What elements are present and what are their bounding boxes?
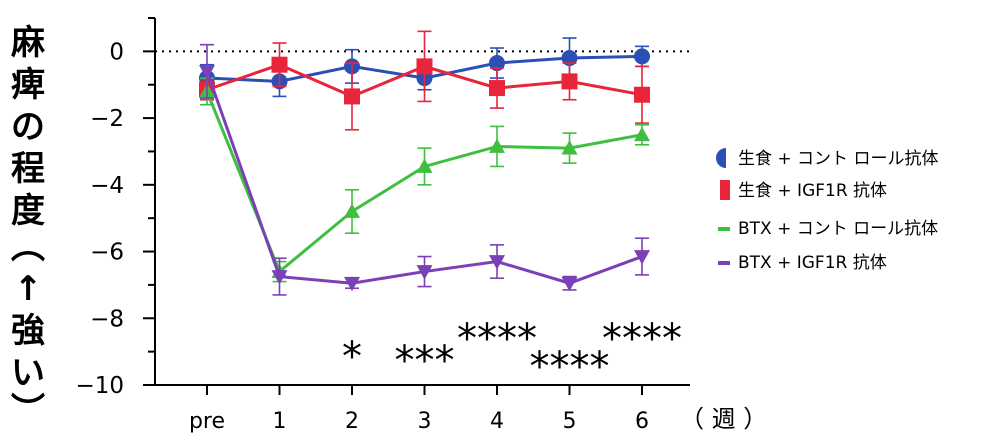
y-axis-label-char: ︵ <box>11 227 45 267</box>
series <box>199 77 650 283</box>
y-axis-label-char: 程 <box>11 149 45 189</box>
data-point-triangle-up <box>344 203 360 218</box>
y-axis-label-char: い <box>11 353 45 393</box>
x-unit-label: （ 週 ） <box>680 405 767 433</box>
y-tick-label: 0 <box>109 39 124 65</box>
data-point-circle <box>634 48 650 65</box>
y-axis-label-char: 痺 <box>11 65 45 105</box>
y-tick-label: −8 <box>90 306 124 332</box>
significance-marker: **** <box>602 316 682 362</box>
data-point-triangle-down <box>561 276 578 292</box>
legend-item: BTX + IGF1R 抗体 <box>718 253 887 273</box>
x-tick-label: pre <box>189 409 225 434</box>
y-axis-label-char: ︶ <box>11 391 45 431</box>
data-point-square <box>344 88 360 105</box>
data-point-circle <box>561 50 578 67</box>
data-point-circle <box>489 55 505 72</box>
data-point-triangle-up <box>634 126 650 142</box>
data-point-square <box>416 58 433 75</box>
data-point-triangle-down <box>344 276 360 292</box>
data-point-triangle-down <box>634 250 650 265</box>
data-point-square <box>489 80 505 97</box>
data-point-triangle-up <box>416 158 433 173</box>
series-group <box>199 30 650 296</box>
y-axis-label-char: 度 <box>11 191 45 231</box>
legend-label: 生食 + IGF1R 抗体 <box>738 181 887 201</box>
y-tick-label: −2 <box>90 106 124 132</box>
data-point-triangle-up <box>561 140 578 155</box>
series <box>199 30 650 131</box>
y-tick-label: −6 <box>90 240 124 266</box>
significance-group: * *** ************ <box>342 316 682 390</box>
y-axis-label-char: ↑ <box>14 269 43 309</box>
data-point-triangle-down <box>199 64 215 80</box>
legend-item: 生食 + IGF1R 抗体 <box>720 180 887 201</box>
legend-item: BTX + コント ロール抗体 <box>718 219 938 239</box>
x-tick-label: 5 <box>563 409 577 434</box>
y-axis-label-char: の <box>11 107 45 147</box>
legend-label: 生食 + コント ロール抗体 <box>738 149 938 169</box>
significance-marker: **** <box>457 316 537 362</box>
data-point-square <box>271 56 288 73</box>
legend-swatch <box>716 148 726 168</box>
y-tick-label: −4 <box>90 173 124 199</box>
x-tick-label: 4 <box>490 409 504 434</box>
y-axis-label-char: 麻 <box>11 23 45 63</box>
data-point-triangle-down <box>271 270 288 285</box>
legend-label: BTX + コント ロール抗体 <box>738 219 938 239</box>
significance-marker: *** <box>395 338 455 384</box>
series <box>199 43 650 296</box>
x-tick-label: 3 <box>418 409 432 434</box>
legend-label: BTX + IGF1R 抗体 <box>738 253 887 273</box>
y-tick-label: −10 <box>75 373 124 399</box>
x-tick-label: 1 <box>273 409 287 434</box>
data-point-triangle-down <box>489 255 505 270</box>
legend-swatch <box>720 180 730 200</box>
significance-marker: * <box>342 334 362 380</box>
data-point-square <box>561 73 578 90</box>
data-point-triangle-down <box>416 265 433 280</box>
data-point-triangle-up <box>489 138 505 153</box>
legend-item: 生食 + コント ロール抗体 <box>716 148 938 169</box>
x-tick-label: 6 <box>635 409 649 434</box>
axes: 0 −2 −4 −6 −8 −10 pre 1 2 3 4 5 6 <box>75 17 690 434</box>
data-point-square <box>634 86 650 103</box>
x-tick-label: 2 <box>345 409 359 434</box>
significance-marker: **** <box>530 344 610 390</box>
y-axis-label-char: 強 <box>11 311 45 351</box>
